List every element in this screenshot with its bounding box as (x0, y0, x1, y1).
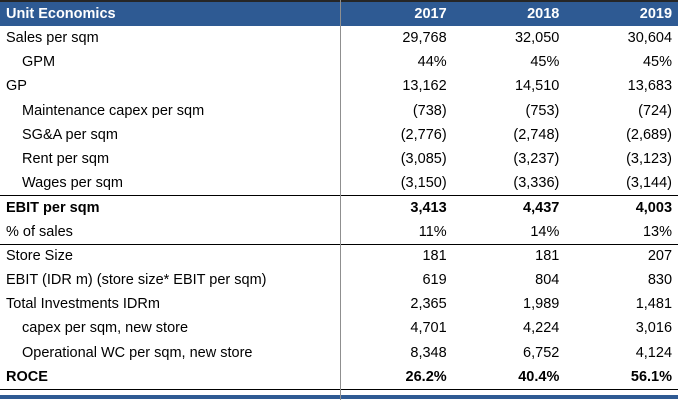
cell-value: 4,701 (410, 320, 447, 337)
table-row: EBIT per sqm 3,413 4,437 4,003 (0, 195, 678, 219)
cell-value: 44% (417, 54, 447, 71)
cell-value: (3,237) (513, 151, 560, 168)
cell-value: 830 (647, 271, 673, 288)
row-label: GP (6, 78, 27, 95)
row-label: GPM (22, 54, 56, 71)
row-label: Maintenance capex per sqm (22, 102, 205, 119)
column-divider-line (340, 0, 341, 400)
row-label: Sales per sqm (6, 30, 99, 47)
cell-value: 13,683 (627, 78, 673, 95)
year-header-2019: 2019 (639, 6, 673, 22)
table-row: GPM 44% 45% 45% (0, 50, 678, 74)
cell-value: 2,365 (410, 296, 447, 313)
cell-value: 1,481 (635, 296, 673, 313)
table-row: EBIT (IDR m) (store size* EBIT per sqm) 6… (0, 268, 678, 292)
table-rows: Sales per sqm 29,768 32,050 30,604 GPM 44% 45%… (0, 26, 678, 389)
year-header-2017: 2017 (414, 6, 447, 22)
table-row: Wages per sqm (3,150) (3,336) (3,144) (0, 171, 678, 195)
cell-value: 4,224 (523, 320, 560, 337)
cell-value: (738) (412, 102, 447, 119)
cell-value: 30,604 (627, 30, 673, 47)
bottom-accent-bar (0, 394, 678, 400)
cell-value: (2,776) (400, 126, 447, 143)
cell-value: 40.4% (518, 368, 560, 385)
cell-value: 14,510 (514, 78, 560, 95)
year-header-2018: 2018 (527, 6, 560, 22)
row-label: Operational WC per sqm, new store (22, 344, 253, 361)
cell-value: 29,768 (402, 30, 447, 47)
row-label: Rent per sqm (22, 151, 110, 168)
table-top-border (0, 0, 678, 2)
table-row: Rent per sqm (3,085) (3,237) (3,123) (0, 147, 678, 171)
table-header-row: Unit Economics 2017 2018 2019 (0, 2, 678, 26)
table-row: GP 13,162 14,510 13,683 (0, 74, 678, 98)
cell-value: 4,124 (635, 344, 673, 361)
cell-value: (2,748) (513, 126, 560, 143)
cell-value: 14% (530, 223, 560, 240)
cell-value: 4,003 (635, 199, 673, 216)
cell-value: 45% (530, 54, 560, 71)
cell-value: 6,752 (523, 344, 560, 361)
cell-value: 11% (418, 223, 447, 240)
cell-value: (2,689) (626, 126, 673, 143)
cell-value: 181 (422, 248, 447, 265)
row-label: EBIT (IDR m) (store size* EBIT per sqm) (6, 271, 267, 288)
table-title: Unit Economics (6, 6, 116, 22)
table-row: Maintenance capex per sqm (738) (753) (724) (0, 99, 678, 123)
table-row: % of sales 11% 14% 13% (0, 220, 678, 244)
cell-value: 1,989 (523, 296, 560, 313)
cell-value: 56.1% (630, 368, 673, 385)
cell-value: 45% (642, 54, 673, 71)
cell-value: 13,162 (402, 78, 447, 95)
total-underline (0, 388, 678, 395)
cell-value: (3,144) (626, 175, 673, 192)
row-label: ROCE (6, 368, 48, 385)
cell-value: 4,437 (523, 199, 560, 216)
row-label: EBIT per sqm (6, 199, 100, 216)
cell-value: 32,050 (514, 30, 560, 47)
table-row: capex per sqm, new store 4,701 4,224 3,016 (0, 316, 678, 340)
cell-value: 619 (422, 271, 447, 288)
cell-value: 13% (642, 223, 673, 240)
cell-value: 8,348 (410, 344, 447, 361)
row-label: Total Investments IDRm (6, 296, 160, 313)
cell-value: (3,123) (626, 151, 673, 168)
row-label: capex per sqm, new store (22, 320, 189, 337)
table-row: ROCE 26.2% 40.4% 56.1% (0, 365, 678, 389)
cell-value: (3,150) (400, 175, 447, 192)
cell-value: 3,413 (410, 199, 447, 216)
cell-value: (724) (638, 102, 673, 119)
cell-value: (753) (525, 102, 560, 119)
table-row: SG&A per sqm (2,776) (2,748) (2,689) (0, 123, 678, 147)
table-row: Total Investments IDRm 2,365 1,989 1,481 (0, 292, 678, 316)
cell-value: 207 (647, 248, 673, 265)
table-row: Sales per sqm 29,768 32,050 30,604 (0, 26, 678, 50)
cell-value: 804 (535, 271, 560, 288)
cell-value: 181 (535, 248, 560, 265)
cell-value: 3,016 (635, 320, 673, 337)
table-row: Store Size 181 181 207 (0, 243, 678, 268)
cell-value: (3,085) (400, 151, 447, 168)
table-row: Operational WC per sqm, new store 8,348 6,… (0, 340, 678, 364)
row-label: Wages per sqm (22, 175, 123, 192)
cell-value: 26.2% (405, 368, 447, 385)
row-label: % of sales (6, 223, 73, 240)
row-label: Store Size (6, 248, 73, 265)
cell-value: (3,336) (513, 175, 560, 192)
row-label: SG&A per sqm (22, 126, 118, 143)
